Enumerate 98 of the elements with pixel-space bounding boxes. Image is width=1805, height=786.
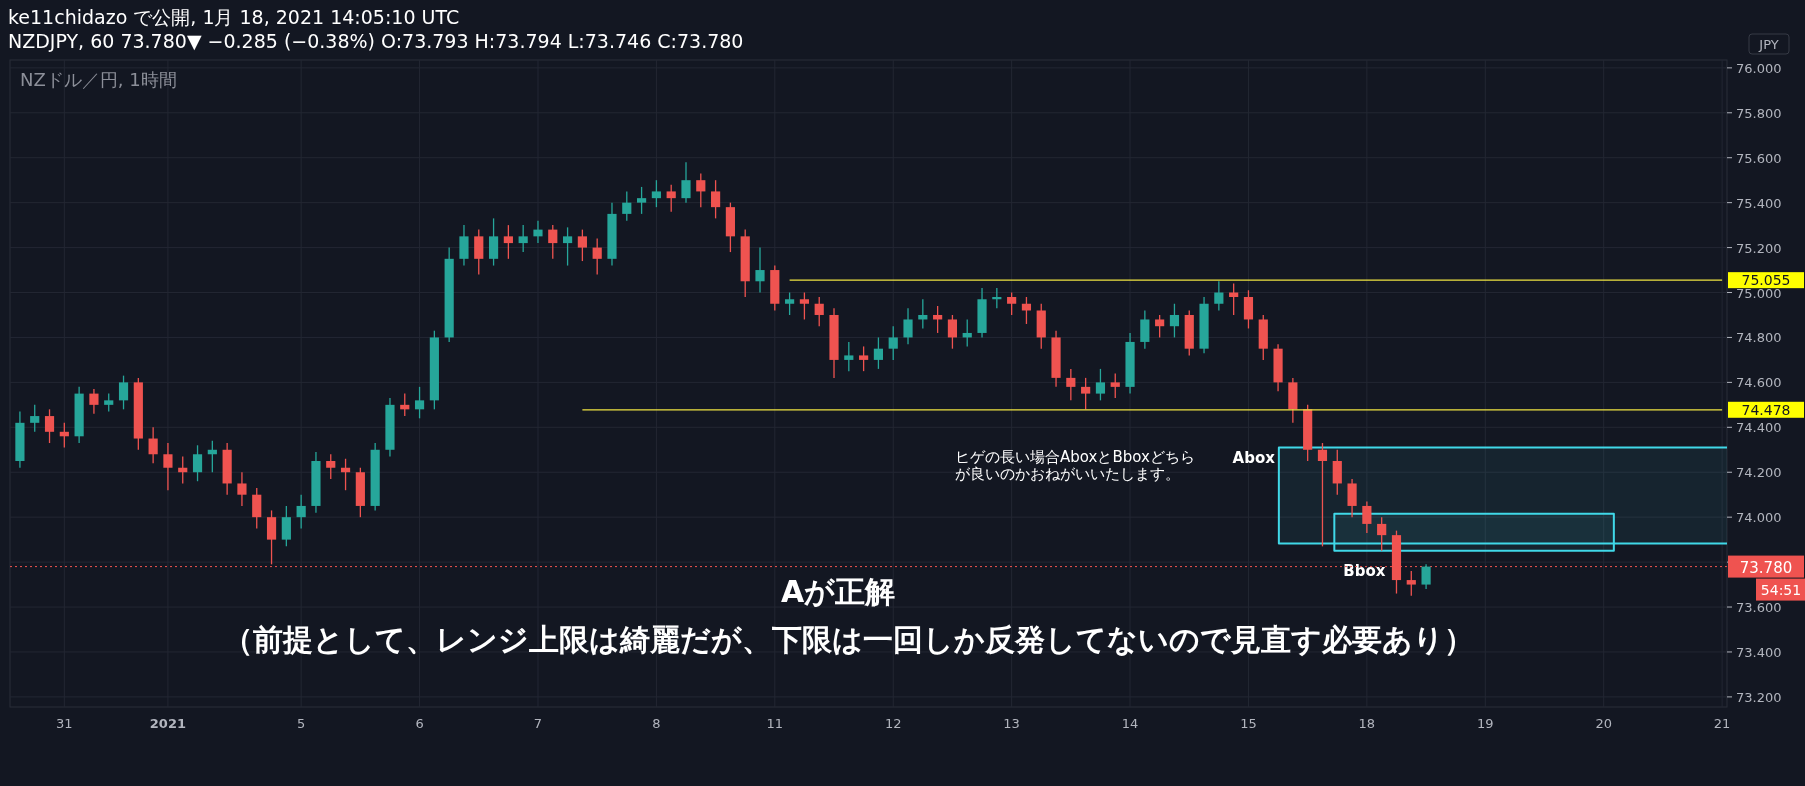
- candlestick: [326, 453, 336, 480]
- candlestick: [785, 291, 795, 316]
- candlestick: [1140, 309, 1150, 350]
- candlestick: [163, 442, 173, 491]
- y-tick-label: 76.000: [1736, 60, 1782, 76]
- x-tick-label: 5: [297, 716, 306, 731]
- candlestick: [888, 325, 898, 361]
- candlestick: [1155, 314, 1165, 339]
- candlestick: [518, 224, 528, 253]
- candlestick: [192, 444, 203, 482]
- annotation: NZドル／円, 1時間: [20, 69, 177, 90]
- candlestick: [1007, 291, 1017, 316]
- candlestick: [1406, 570, 1416, 597]
- y-tick-label: 74.400: [1736, 420, 1782, 436]
- y-axis-title: JPY: [1758, 37, 1779, 52]
- text: 54:51: [1760, 581, 1802, 598]
- candlestick: [148, 426, 158, 464]
- candlestick: [118, 374, 129, 410]
- candlestick: [562, 226, 573, 267]
- candlestick: [1377, 516, 1387, 552]
- candlestick: [1362, 500, 1372, 534]
- candlestick: [44, 408, 55, 444]
- candlestick: [30, 404, 40, 433]
- candlestick: [1421, 563, 1431, 590]
- candlestick: [696, 172, 706, 208]
- candlestick: [1347, 478, 1357, 518]
- x-tick-label: 8: [652, 716, 661, 731]
- candlestick: [1081, 377, 1091, 410]
- candlestick: [622, 190, 632, 222]
- y-tick-label: 73.400: [1736, 644, 1782, 660]
- ref-line-label: 73.780: [1739, 558, 1793, 577]
- candlestick: [1214, 280, 1224, 312]
- x-tick-label: 21: [1713, 716, 1731, 731]
- candlestick: [903, 307, 913, 345]
- annotation: （前提として、レンジ上限は綺麗だが、下限は一回しか反発してないので見直す必要あり）: [222, 622, 1474, 657]
- candlestick: [266, 509, 277, 565]
- candlestick: [237, 471, 247, 507]
- x-tick-label: 12: [884, 716, 902, 731]
- chart-title: ke11chidazo で公開, 1月 18, 2021 14:05:10 UTC: [8, 6, 460, 28]
- y-tick-label: 74.600: [1736, 375, 1782, 391]
- candlestick: [873, 336, 884, 370]
- y-tick-label: 74.800: [1736, 330, 1782, 346]
- candlestick: [814, 296, 824, 327]
- x-tick-label: 18: [1358, 716, 1376, 731]
- y-tick-label: 75.800: [1736, 105, 1782, 121]
- x-tick-label: 20: [1595, 716, 1612, 731]
- candlestick: [1332, 449, 1342, 496]
- candlestick: [1110, 372, 1120, 399]
- y-tick-label: 74.200: [1736, 465, 1782, 481]
- x-tick-label: 6: [415, 716, 424, 731]
- candlestick: [637, 186, 647, 215]
- candlestick: [296, 494, 306, 530]
- candlestick: [488, 217, 499, 267]
- candlestick: [89, 388, 99, 415]
- candlestick: [592, 237, 602, 276]
- candlestick: [1317, 442, 1328, 548]
- candlestick: [755, 246, 765, 294]
- x-tick-label: 2021: [149, 716, 187, 731]
- candlestick: [1243, 289, 1254, 330]
- x-tick-label: 7: [533, 716, 543, 731]
- x-tick-label: 11: [766, 716, 784, 731]
- x-tick-label: 15: [1240, 716, 1257, 731]
- y-tick-label: 73.600: [1736, 600, 1782, 616]
- x-tick-label: 19: [1477, 716, 1494, 731]
- candlestick: [414, 386, 425, 419]
- x-tick-label: 14: [1121, 716, 1139, 731]
- y-tick-label: 73.200: [1736, 689, 1782, 705]
- x-tick-label: 31: [56, 716, 73, 731]
- candlestick: [947, 314, 958, 350]
- candlestick: [681, 161, 691, 204]
- data-label: 74.478: [1741, 401, 1791, 418]
- candlestick: [844, 341, 854, 372]
- chart-subtitle: NZDJPY, 60 73.780▼ −0.285 (−0.38%) O:73.793 H:73.794 L:73.746 C:73.780: [8, 30, 744, 52]
- candlestick: [281, 505, 291, 548]
- candlestick: [459, 224, 469, 267]
- candlestick: [503, 224, 513, 260]
- y-tick-label: 75.400: [1736, 195, 1782, 211]
- candlestick: [711, 179, 721, 220]
- candlestick: [577, 228, 587, 262]
- candlestick: [548, 224, 558, 260]
- y-tick-label: 75.600: [1736, 150, 1782, 166]
- y-tick-label: 75.200: [1736, 240, 1782, 256]
- candlestick: [799, 291, 809, 321]
- candlestick: [1066, 368, 1076, 401]
- annotation: ヒゲの長い場合AboxとBboxどちらが良いのかおねがいいたします。: [955, 448, 1195, 483]
- candlestick: [1169, 303, 1180, 339]
- x-tick-label: 13: [1003, 716, 1020, 731]
- y-tick-label: 74.000: [1736, 510, 1782, 526]
- candlestick: [666, 184, 676, 213]
- candlestick: [474, 228, 484, 276]
- candlestick: [1095, 368, 1106, 401]
- candlestick: [859, 345, 869, 372]
- candlestick: [533, 219, 543, 244]
- annotation: Aが正解: [780, 574, 896, 609]
- candlestick: [252, 487, 262, 530]
- band-label: Bbox: [1343, 561, 1386, 580]
- candlestick: [651, 179, 661, 208]
- band-label: Abox: [1232, 448, 1276, 467]
